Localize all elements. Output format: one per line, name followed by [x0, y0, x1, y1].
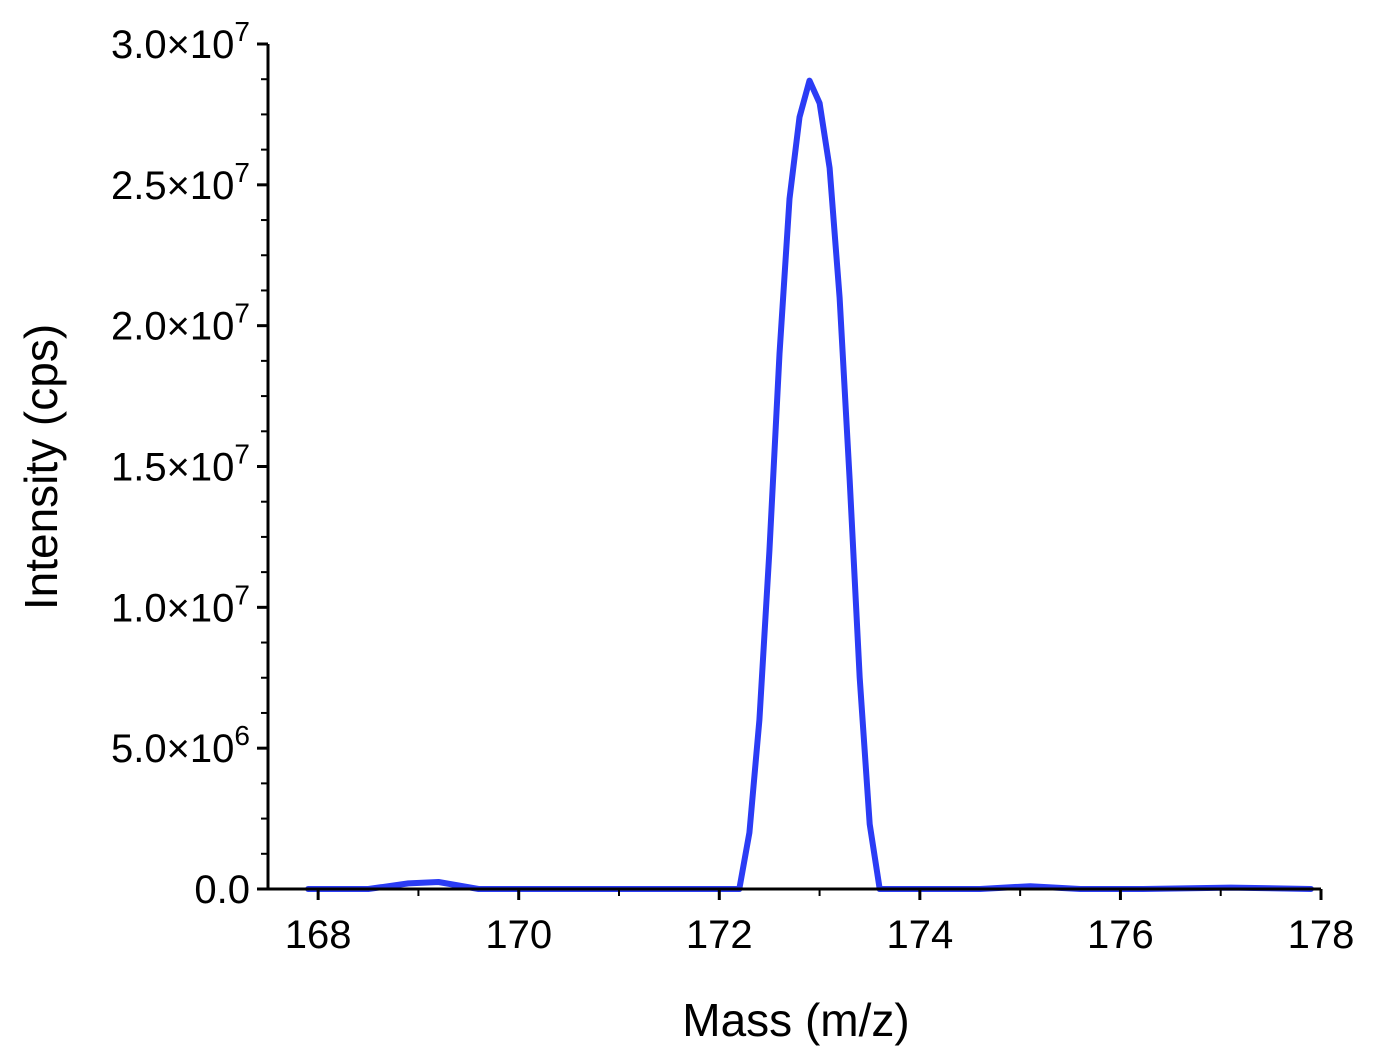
y-tick-label: 2.0×107 [111, 298, 250, 349]
y-axis-label: Intensity (cps) [15, 324, 67, 610]
spectrum-line [305, 77, 1314, 892]
y-tick-label: 1.5×107 [111, 439, 250, 490]
x-tick-label: 176 [1087, 913, 1154, 957]
y-tick-label: 3.0×107 [111, 16, 250, 67]
x-tick-label: 168 [285, 913, 352, 957]
x-ticks: 168 170 172 174 176 178 [285, 889, 1355, 957]
x-tick-label: 174 [886, 913, 953, 957]
y-tick-label: 2.5×107 [111, 157, 250, 208]
y-tick-label: 5.0×106 [111, 720, 250, 771]
x-axis-label: Mass (m/z) [682, 994, 909, 1046]
x-tick-label: 170 [485, 913, 552, 957]
x-tick-label: 178 [1288, 913, 1355, 957]
x-tick-label: 172 [686, 913, 753, 957]
y-ticks: 0.0 5.0×106 1.0×107 1.5×107 2.0×107 2.5×107 3.… [111, 16, 268, 912]
plot-lines [305, 77, 1314, 892]
y-tick-label: 1.0×107 [111, 579, 250, 630]
y-tick-label: 0.0 [194, 868, 250, 912]
